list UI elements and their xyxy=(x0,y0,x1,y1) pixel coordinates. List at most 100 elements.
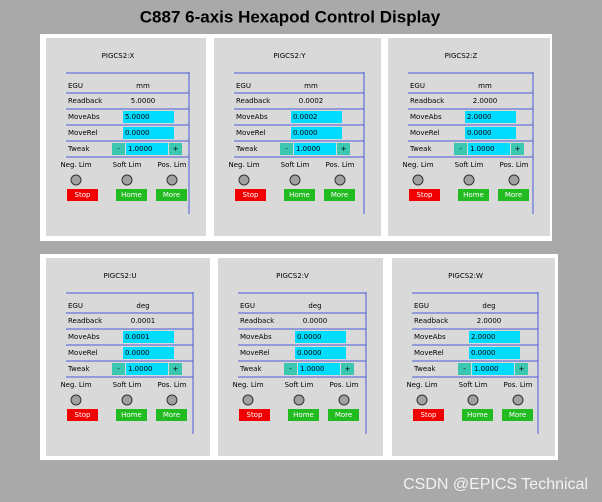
button-label[interactable]: Home xyxy=(293,411,314,419)
input-box[interactable] xyxy=(291,111,342,123)
more-button[interactable] xyxy=(498,189,529,201)
input-box[interactable] xyxy=(298,363,340,375)
tweak-plus[interactable] xyxy=(337,143,350,155)
button-label[interactable]: Stop xyxy=(417,191,433,199)
tweak-value[interactable]: 1.0000 xyxy=(470,145,495,153)
input-value[interactable]: 0.0000 xyxy=(297,333,322,341)
button-label[interactable]: Home xyxy=(121,191,142,199)
tweak-minus[interactable] xyxy=(112,143,125,155)
tweak-plus-label[interactable]: + xyxy=(341,145,347,153)
stop-button[interactable] xyxy=(67,189,98,201)
button-label[interactable]: Home xyxy=(463,191,484,199)
input-value[interactable]: 2.0000 xyxy=(467,113,492,121)
input-value[interactable]: 0.0000 xyxy=(125,129,150,137)
tweak-plus-label[interactable]: + xyxy=(173,365,179,373)
field-label: Readback xyxy=(240,317,275,325)
button-label[interactable]: Stop xyxy=(243,191,259,199)
tweak-minus-label[interactable]: - xyxy=(459,145,462,153)
more-button[interactable] xyxy=(324,189,355,201)
tweak-plus[interactable] xyxy=(341,363,354,375)
stop-button[interactable] xyxy=(413,409,444,421)
tweak-value[interactable]: 1.0000 xyxy=(128,145,153,153)
tweak-plus-label[interactable]: + xyxy=(345,365,351,373)
tweak-minus[interactable] xyxy=(280,143,293,155)
stop-button[interactable] xyxy=(239,409,270,421)
input-value[interactable]: 0.0002 xyxy=(293,113,318,121)
button-label[interactable]: Stop xyxy=(421,411,437,419)
tweak-value[interactable]: 1.0000 xyxy=(300,365,325,373)
tweak-minus-label[interactable]: - xyxy=(285,145,288,153)
input-box[interactable] xyxy=(123,127,174,139)
home-button[interactable] xyxy=(116,189,147,201)
home-button[interactable] xyxy=(458,189,489,201)
input-box[interactable] xyxy=(469,347,520,359)
input-box[interactable] xyxy=(468,143,510,155)
input-box[interactable] xyxy=(291,127,342,139)
more-button[interactable] xyxy=(156,189,187,201)
input-value[interactable]: 0.0000 xyxy=(471,349,496,357)
button-label[interactable]: Home xyxy=(467,411,488,419)
tweak-value[interactable]: 1.0000 xyxy=(128,365,153,373)
more-button[interactable] xyxy=(328,409,359,421)
button-label[interactable]: Home xyxy=(289,191,310,199)
button-label[interactable]: More xyxy=(163,411,180,419)
input-value[interactable]: 0.0000 xyxy=(125,349,150,357)
input-value[interactable]: 0.0001 xyxy=(125,333,150,341)
tweak-minus-label[interactable]: - xyxy=(463,365,466,373)
button-label[interactable]: Home xyxy=(121,411,142,419)
input-box[interactable] xyxy=(469,331,520,343)
input-box[interactable] xyxy=(123,347,174,359)
tweak-minus-label[interactable]: - xyxy=(117,145,120,153)
field-label: MoveAbs xyxy=(414,333,446,341)
button-label[interactable]: More xyxy=(163,191,180,199)
input-box[interactable] xyxy=(295,347,346,359)
input-box[interactable] xyxy=(294,143,336,155)
tweak-plus-label[interactable]: + xyxy=(515,145,521,153)
button-label[interactable]: Stop xyxy=(247,411,263,419)
input-value[interactable]: 0.0000 xyxy=(467,129,492,137)
home-button[interactable] xyxy=(288,409,319,421)
home-button[interactable] xyxy=(462,409,493,421)
input-box[interactable] xyxy=(472,363,514,375)
tweak-plus[interactable] xyxy=(169,363,182,375)
input-box[interactable] xyxy=(465,127,516,139)
more-button[interactable] xyxy=(502,409,533,421)
tweak-plus[interactable] xyxy=(511,143,524,155)
input-value[interactable]: 5.0000 xyxy=(125,113,150,121)
input-box[interactable] xyxy=(123,331,174,343)
tweak-minus-label[interactable]: - xyxy=(289,365,292,373)
tweak-minus[interactable] xyxy=(458,363,471,375)
stop-button[interactable] xyxy=(409,189,440,201)
tweak-minus[interactable] xyxy=(112,363,125,375)
button-label[interactable]: More xyxy=(505,191,522,199)
button-label[interactable]: More xyxy=(335,411,352,419)
button-label[interactable]: More xyxy=(331,191,348,199)
input-value[interactable]: 0.0000 xyxy=(297,349,322,357)
tweak-plus-label[interactable]: + xyxy=(173,145,179,153)
tweak-minus-label[interactable]: - xyxy=(117,365,120,373)
input-value[interactable]: 0.0000 xyxy=(293,129,318,137)
tweak-minus[interactable] xyxy=(454,143,467,155)
tweak-value[interactable]: 1.0000 xyxy=(296,145,321,153)
tweak-value[interactable]: 1.0000 xyxy=(474,365,499,373)
panel-name: PIGCS2:X xyxy=(102,52,135,60)
more-button[interactable] xyxy=(156,409,187,421)
tweak-plus[interactable] xyxy=(515,363,528,375)
home-button[interactable] xyxy=(116,409,147,421)
button-label[interactable]: Stop xyxy=(75,411,91,419)
button-label[interactable]: More xyxy=(509,411,526,419)
input-box[interactable] xyxy=(126,363,168,375)
tweak-plus-label[interactable]: + xyxy=(519,365,525,373)
input-box[interactable] xyxy=(126,143,168,155)
input-value[interactable]: 2.0000 xyxy=(471,333,496,341)
home-button[interactable] xyxy=(284,189,315,201)
stop-button[interactable] xyxy=(235,189,266,201)
tweak-plus[interactable] xyxy=(169,143,182,155)
tweak-minus[interactable] xyxy=(284,363,297,375)
button-label[interactable]: Stop xyxy=(75,191,91,199)
input-box[interactable] xyxy=(465,111,516,123)
stop-button[interactable] xyxy=(67,409,98,421)
input-box[interactable] xyxy=(295,331,346,343)
input-box[interactable] xyxy=(123,111,174,123)
